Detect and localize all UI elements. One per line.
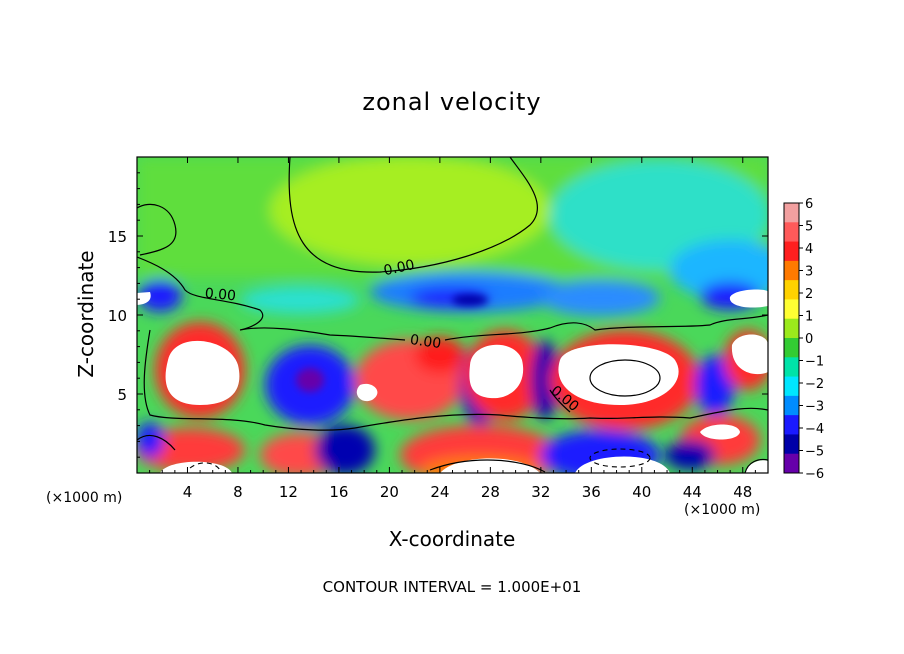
x-tick-label: 4 [183,483,193,501]
y-tick-label: 5 [117,386,127,404]
colorbar-tick-label: 3 [805,265,813,280]
colorbar-tick-label: 2 [805,287,813,302]
colorbar-swatch [784,222,799,243]
colorbar-tick-label: 5 [805,220,813,235]
colorbar: 6 5 4 3 2 1 0 −1 −2 −3 −4 −5 −6 [783,197,824,482]
x-axis-label: X-coordinate [388,527,516,551]
contour-label: 0.00 [382,257,416,279]
x-axis: 4 8 12 16 20 24 28 32 36 40 44 48 [149,157,756,501]
colorbar-swatch [784,376,799,397]
x-tick-label: 8 [233,483,243,501]
x-tick-label: 40 [632,483,651,501]
colorbar-swatch [784,434,799,455]
colorbar-tick-label: −2 [805,377,824,392]
colorbar-tick-label: −3 [805,400,824,415]
contour-lines [137,157,768,473]
colorbar-swatch [784,338,799,358]
out-of-range-regions [137,289,768,473]
x-tick-label: 12 [279,483,298,501]
colorbar-tick-label: 0 [805,332,813,347]
y-axis: 5 10 15 [108,172,768,458]
colorbar-tick-label: 6 [805,197,813,212]
colorbar-swatch [784,299,799,320]
contour-label: 0.00 [409,332,442,352]
x-tick-label: 24 [430,483,449,501]
colorbar-tick-label: 1 [805,310,813,325]
chart-title: zonal velocity [362,88,542,116]
x-tick-label: 48 [733,483,752,501]
velocity-field [137,157,768,473]
colorbar-swatch [784,357,799,378]
colorbar-tick-label: −5 [805,445,824,460]
x-tick-label: 28 [481,483,500,501]
colorbar-swatch [784,318,799,339]
colorbar-tick-label: 4 [805,242,813,257]
colorbar-swatch [784,203,799,223]
x-tick-label: 36 [582,483,601,501]
x-tick-label: 16 [329,483,348,501]
colorbar-tick-label: −6 [805,467,824,482]
colorbar-tick-label: −4 [805,422,824,437]
colorbar-swatch [784,280,799,300]
colorbar-swatch [784,260,799,281]
y-tick-label: 15 [108,228,127,246]
contour-label: 0.00 [204,286,236,305]
x-tick-label: 44 [683,483,702,501]
x-unit-label-right: (×1000 m) [684,502,761,518]
y-tick-label: 10 [108,307,127,325]
colorbar-swatch [784,241,799,262]
x-tick-label: 20 [380,483,399,501]
contour-interval-note: CONTOUR INTERVAL = 1.000E+01 [322,578,582,596]
colorbar-tick-label: −1 [805,355,824,370]
x-unit-label-left: (×1000 m) [46,490,123,506]
colorbar-swatch [784,395,799,416]
colorbar-swatch [784,415,799,435]
x-tick-label: 32 [531,483,550,501]
colorbar-swatch [784,453,799,474]
